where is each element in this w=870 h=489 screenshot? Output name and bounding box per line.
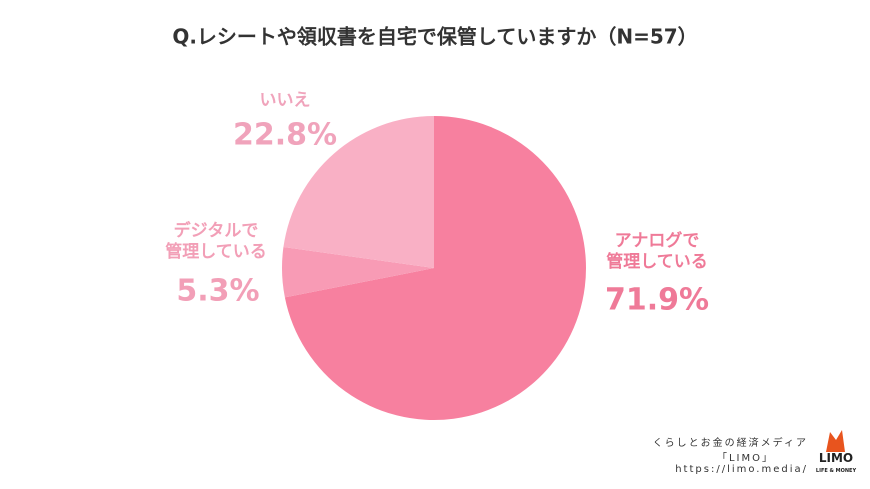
category-label: デジタルで 管理している (165, 221, 267, 262)
value-label: 5.3% (176, 273, 260, 309)
pie-slice (284, 116, 586, 421)
url: https://limo.media/ (675, 464, 808, 475)
value-label: 71.9% (604, 282, 710, 318)
logo: LIMO LIFE & MONEY (816, 430, 857, 474)
logo-sub: LIFE & MONEY (816, 468, 857, 474)
category-label: いいえ (259, 90, 311, 111)
chart-title: Q.レシートや領収書を自宅で保管していますか（N=57） (172, 25, 697, 49)
logo-text: LIMO (819, 451, 853, 465)
pie-slice (282, 247, 434, 298)
pie-slice (283, 116, 434, 268)
logo-icon (826, 430, 845, 452)
value-label: 22.8% (232, 117, 338, 153)
brand: 「LIMO」 (716, 453, 774, 464)
tagline: くらしとお金の経済メディア (652, 438, 808, 449)
category-label: アナログで 管理している (606, 231, 708, 272)
